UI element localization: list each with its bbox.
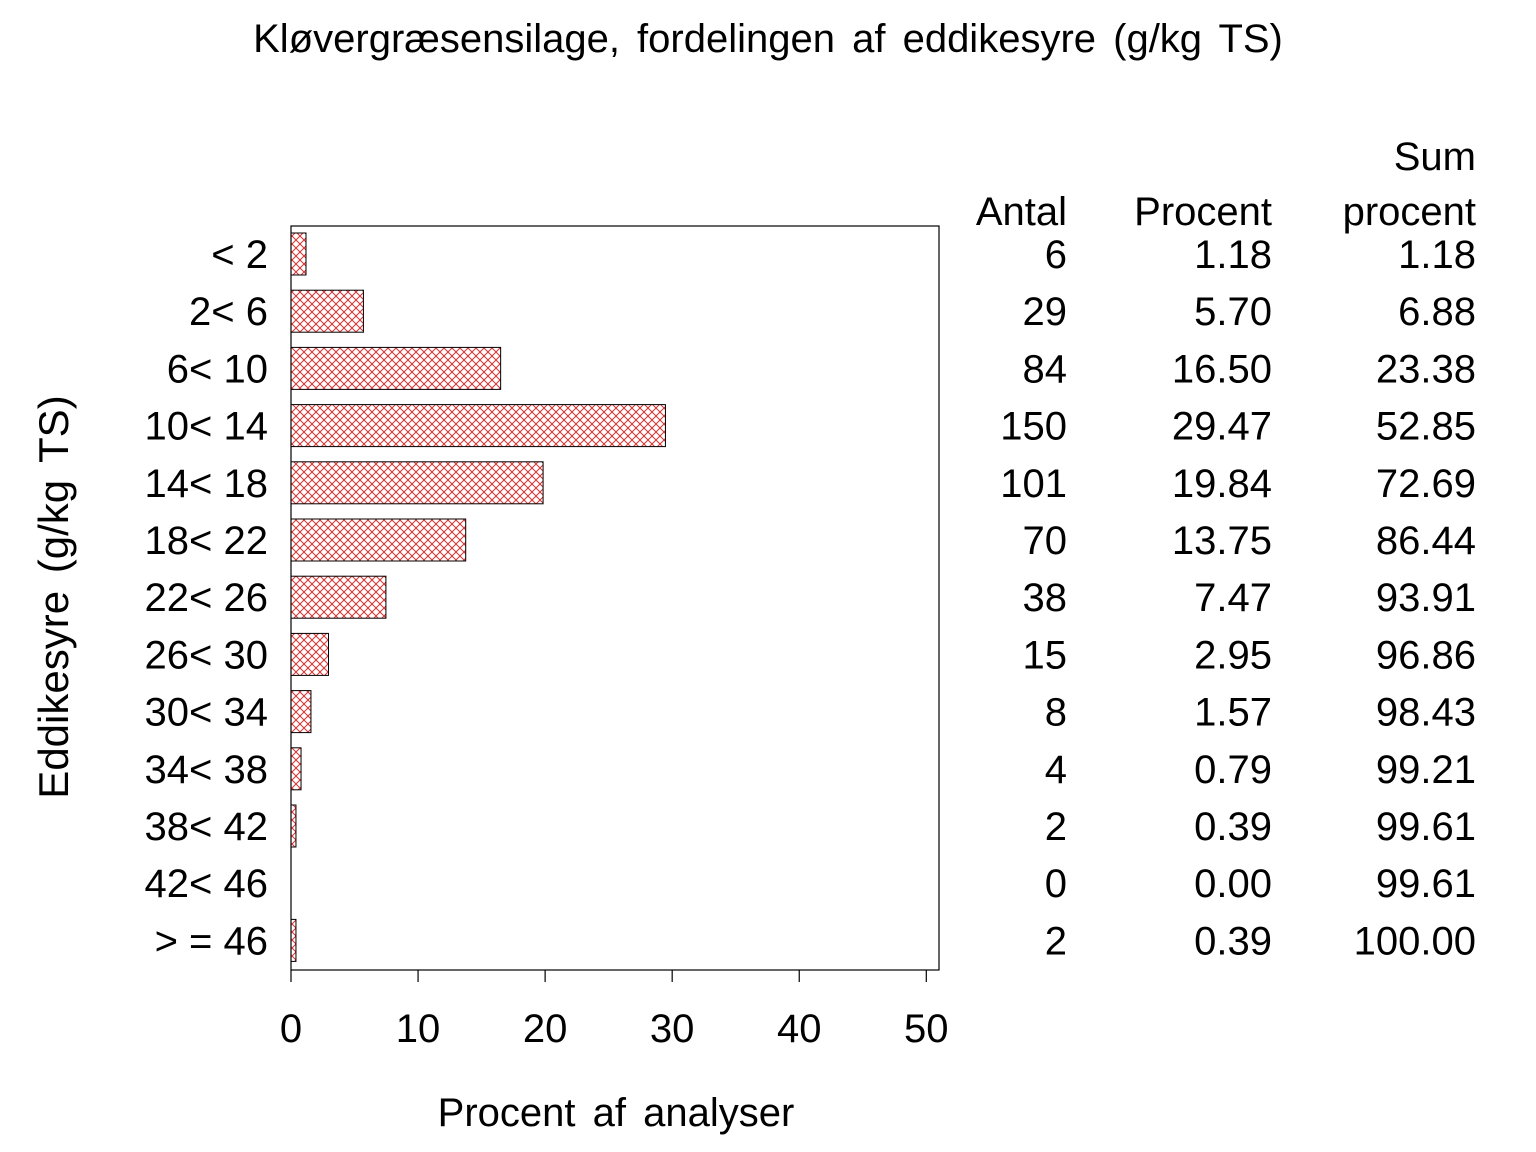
table-cell-antal: 70 bbox=[1023, 519, 1068, 563]
table-cell-procent: 13.75 bbox=[1172, 519, 1272, 563]
bar bbox=[290, 747, 302, 791]
table-cell-antal: 150 bbox=[1000, 405, 1067, 449]
table-header-sum-procent: procent bbox=[1343, 190, 1476, 234]
category-label: 30< 34 bbox=[145, 691, 268, 735]
category-label: 2< 6 bbox=[189, 290, 268, 334]
table-header-antal: Antal bbox=[976, 190, 1067, 234]
bar bbox=[290, 918, 297, 962]
plot-frame bbox=[290, 225, 940, 971]
x-tick-label: 0 bbox=[280, 1007, 302, 1051]
x-tick-label: 20 bbox=[523, 1007, 568, 1051]
table-cell-sum-procent: 23.38 bbox=[1376, 347, 1476, 391]
category-label: 22< 26 bbox=[145, 576, 268, 620]
category-label: 10< 14 bbox=[145, 405, 268, 449]
table-header-procent: Procent bbox=[1134, 190, 1272, 234]
table-cell-antal: 84 bbox=[1023, 347, 1068, 391]
table-cell-procent: 0.39 bbox=[1194, 805, 1272, 849]
category-label: < 2 bbox=[211, 233, 268, 277]
bar bbox=[290, 289, 364, 333]
table-cell-sum-procent: 6.88 bbox=[1398, 290, 1476, 334]
bar bbox=[290, 575, 387, 619]
table-cell-sum-procent: 98.43 bbox=[1376, 691, 1476, 735]
category-labels: < 2 2< 6 6< 10 10< 14 14< 18 18< 22 22< 26 26< … bbox=[145, 233, 268, 963]
bar bbox=[290, 232, 307, 276]
table-cell-procent: 16.50 bbox=[1172, 347, 1272, 391]
y-axis-label: Eddikesyre (g/kg TS) bbox=[30, 395, 77, 798]
table-cell-procent: 0.39 bbox=[1194, 919, 1272, 963]
x-axis-ticks: 0 10 20 30 40 50 bbox=[280, 970, 949, 1051]
table-cell-antal: 0 bbox=[1045, 862, 1067, 906]
table-cell-procent: 1.57 bbox=[1194, 691, 1272, 735]
table-cell-procent: 7.47 bbox=[1194, 576, 1272, 620]
bar bbox=[290, 404, 666, 448]
chart-title: Kløvergræsensilage, fordelingen af eddik… bbox=[253, 17, 1283, 61]
table-cell-antal: 6 bbox=[1045, 233, 1067, 277]
table-cell-antal: 2 bbox=[1045, 805, 1067, 849]
category-label: 6< 10 bbox=[167, 347, 268, 391]
table-cell-procent: 0.00 bbox=[1194, 862, 1272, 906]
table-cell-antal: 38 bbox=[1023, 576, 1068, 620]
category-label: 14< 18 bbox=[145, 462, 268, 506]
table-cell-antal: 101 bbox=[1000, 462, 1067, 506]
table-cell-procent: 5.70 bbox=[1194, 290, 1272, 334]
table-header-sum: Sum bbox=[1394, 135, 1476, 179]
table-cell-antal: 8 bbox=[1045, 691, 1067, 735]
x-tick-label: 30 bbox=[650, 1007, 695, 1051]
bars-group bbox=[290, 232, 666, 962]
x-tick-label: 10 bbox=[396, 1007, 441, 1051]
x-tick-label: 50 bbox=[904, 1007, 949, 1051]
bar bbox=[290, 461, 544, 505]
table-cell-sum-procent: 96.86 bbox=[1376, 633, 1476, 677]
category-label: 42< 46 bbox=[145, 862, 268, 906]
table-cell-sum-procent: 99.61 bbox=[1376, 862, 1476, 906]
table-cell-sum-procent: 72.69 bbox=[1376, 462, 1476, 506]
bar bbox=[290, 690, 312, 734]
table-cell-procent: 2.95 bbox=[1194, 633, 1272, 677]
table-cell-sum-procent: 52.85 bbox=[1376, 405, 1476, 449]
table-cell-sum-procent: 1.18 bbox=[1398, 233, 1476, 277]
table-cell-sum-procent: 100.00 bbox=[1354, 919, 1476, 963]
category-label: 34< 38 bbox=[145, 748, 268, 792]
table-cell-antal: 29 bbox=[1023, 290, 1068, 334]
table-cell-procent: 19.84 bbox=[1172, 462, 1272, 506]
x-tick-label: 40 bbox=[777, 1007, 822, 1051]
bar bbox=[290, 804, 297, 848]
x-axis-label: Procent af analyser bbox=[438, 1091, 795, 1135]
table-cell-procent: 0.79 bbox=[1194, 748, 1272, 792]
table-cell-sum-procent: 99.21 bbox=[1376, 748, 1476, 792]
bar bbox=[290, 632, 329, 676]
table-cell-antal: 2 bbox=[1045, 919, 1067, 963]
category-label: 18< 22 bbox=[145, 519, 268, 563]
table-cell-procent: 1.18 bbox=[1194, 233, 1272, 277]
table-cell-sum-procent: 86.44 bbox=[1376, 519, 1476, 563]
table-cell-antal: 4 bbox=[1045, 748, 1067, 792]
bar bbox=[290, 518, 467, 562]
table-cell-procent: 29.47 bbox=[1172, 405, 1272, 449]
table-cell-sum-procent: 93.91 bbox=[1376, 576, 1476, 620]
bar bbox=[290, 346, 502, 390]
table-cell-antal: 15 bbox=[1023, 633, 1068, 677]
category-label: 26< 30 bbox=[145, 633, 268, 677]
category-label: > = 46 bbox=[155, 919, 268, 963]
table-cell-sum-procent: 99.61 bbox=[1376, 805, 1476, 849]
category-label: 38< 42 bbox=[145, 805, 268, 849]
